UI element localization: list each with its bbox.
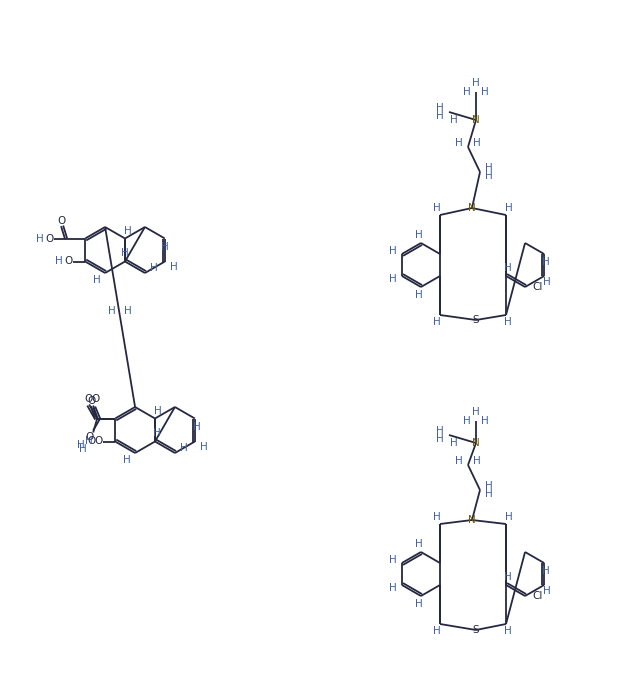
Text: H: H [93,275,101,285]
Text: H: H [481,87,489,97]
Text: H: H [79,443,87,454]
Text: H: H [485,481,493,491]
Text: H: H [542,257,550,267]
Text: H: H [180,443,188,453]
Text: H: H [433,317,441,327]
Text: H: H [463,87,471,97]
Text: H: H [150,263,158,273]
Text: H: H [542,566,550,576]
Text: H: H [55,256,63,266]
Text: Cl: Cl [533,282,544,292]
Text: H: H [153,428,161,437]
Text: H: H [436,111,444,121]
Text: H: H [485,171,493,181]
Text: O: O [91,395,99,405]
Text: H: H [473,138,481,148]
Text: H: H [504,626,512,636]
Text: N: N [472,115,480,125]
Text: O: O [94,437,102,447]
Text: N: N [472,438,480,448]
Text: N: N [468,515,476,525]
Text: H: H [36,233,44,243]
Text: H: H [505,203,513,213]
Text: H: H [481,416,489,426]
Text: H: H [121,247,129,258]
Text: H: H [455,456,463,466]
Text: H: H [415,599,423,609]
Text: H: H [389,274,397,284]
Text: H: H [436,426,444,436]
Text: H: H [504,572,512,582]
Text: H: H [200,441,208,452]
Text: H: H [455,138,463,148]
Text: O: O [87,435,95,445]
Text: O: O [84,393,92,403]
Text: H: H [389,555,397,565]
Text: H: H [415,230,423,240]
Text: H: H [123,455,131,465]
Text: S: S [473,315,479,325]
Text: H: H [108,306,116,316]
Text: H: H [124,226,132,235]
Text: H: H [415,539,423,549]
Text: O: O [87,395,95,405]
Text: H: H [389,583,397,593]
Text: H: H [436,103,444,113]
Text: N: N [468,203,476,213]
Text: H: H [504,317,512,327]
Text: H: H [544,586,551,596]
Text: H: H [504,263,512,273]
Text: H: H [154,405,162,416]
Text: O: O [45,233,53,243]
Text: O: O [57,216,65,226]
Text: H: H [505,512,513,522]
Text: H: H [433,626,441,636]
Text: H: H [161,243,169,252]
Text: H: H [436,434,444,444]
Text: S: S [473,625,479,635]
Text: H: H [433,512,441,522]
Text: H: H [193,422,201,433]
Text: H: H [450,115,458,125]
Text: H: H [415,290,423,300]
Text: H: H [472,407,480,417]
Text: H: H [472,78,480,88]
Text: H: H [170,262,178,271]
Text: O: O [64,256,72,266]
Text: H: H [77,439,85,450]
Text: H: H [485,489,493,499]
Text: Cl: Cl [533,591,544,601]
Text: H: H [544,277,551,287]
Text: H: H [433,203,441,213]
Text: H: H [485,163,493,173]
Text: H: H [389,246,397,256]
Text: H: H [450,438,458,448]
Text: H: H [85,437,93,447]
Text: O: O [85,431,94,441]
Text: H: H [463,416,471,426]
Text: H: H [125,306,132,316]
Text: H: H [473,456,481,466]
